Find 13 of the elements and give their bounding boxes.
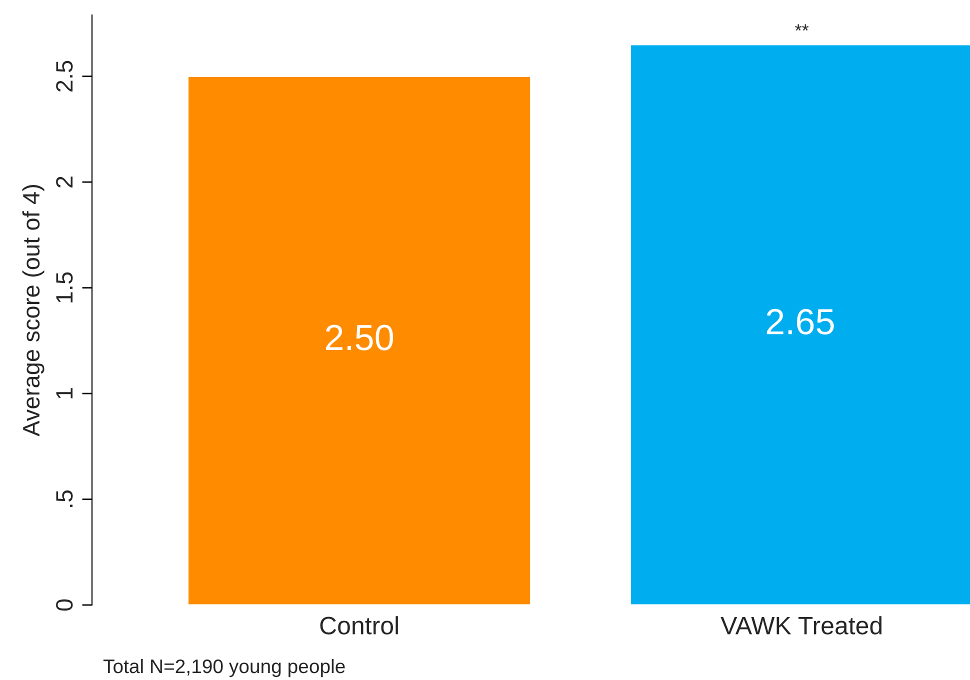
x-tick-label: Control [320,616,398,634]
y-tick-label: 1.5 [56,272,73,302]
y-axis-title: Average score (out of 4) [22,185,44,436]
y-tick-label: 2.5 [56,60,73,92]
y-tick-label: 0 [56,599,73,611]
y-tick-label: 1 [56,388,73,398]
data-label: 2.50 [326,324,394,350]
y-tick-label: 2 [56,176,73,188]
text: Total N=2,190 young people [103,658,345,678]
annotation: ** [795,24,809,31]
x-tick-label: VAWK Treated [720,616,882,634]
data-label: 2.65 [766,308,834,334]
y-tick-label: .5 [56,490,73,507]
